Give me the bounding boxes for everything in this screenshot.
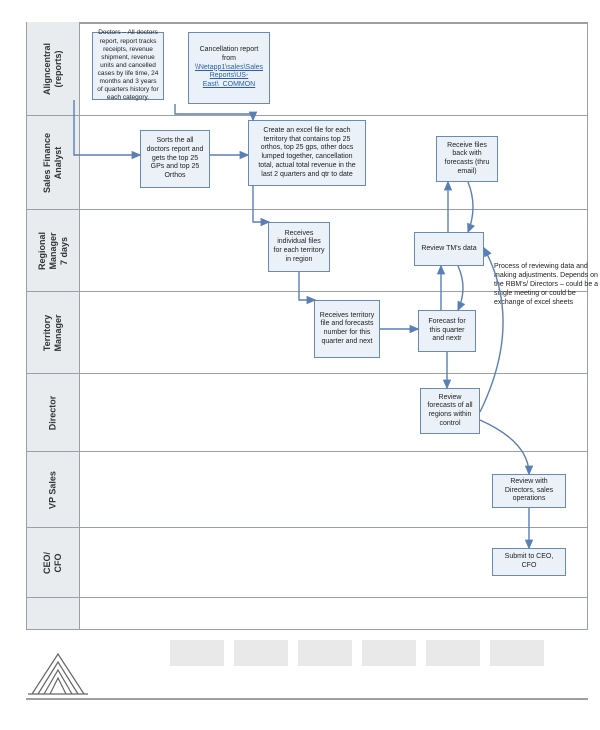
- node-doctors: Doctors – All doctors report, report tra…: [92, 32, 164, 100]
- lane-label: RegionalManager7 days: [37, 231, 69, 269]
- lane-rm: RegionalManager7 days Receives individua…: [26, 210, 588, 292]
- lane-aligncentral: Aligncentral(reports) Doctors – All doct…: [26, 22, 588, 116]
- cancel-report-link[interactable]: \\Netapp1\sales\Sales Reports\US-East\_C…: [195, 64, 263, 89]
- lane-vp: VP Sales Review with Directors, sales op…: [26, 452, 588, 528]
- lane-director: Director Review forecasts of all regions…: [26, 374, 588, 452]
- node-forecast: Forecast for this quarter and nextr: [418, 310, 476, 352]
- lane-sfa: Sales FinanceAnalyst Sorts the all docto…: [26, 116, 588, 210]
- footer-divider: [26, 698, 588, 700]
- lane-label: Sales FinanceAnalyst: [42, 132, 64, 192]
- lane-tm: TerritoryManager Receives territory file…: [26, 292, 588, 374]
- lane-label-cell: Aligncentral(reports): [26, 22, 80, 115]
- node-sort: Sorts the all doctors report and gets th…: [140, 130, 210, 188]
- node-cancel-report: Cancellation report from \\Netapp1\sales…: [188, 32, 270, 104]
- lane-empty: [26, 598, 588, 630]
- footer-logo-icon: [28, 648, 88, 696]
- node-review-directors: Review with Directors, sales operations: [492, 474, 566, 508]
- node-review-tm: Review TM's data: [414, 232, 484, 266]
- lane-label: TerritoryManager: [42, 314, 64, 351]
- node-review-regions: Review forecasts of all regions within c…: [420, 388, 480, 434]
- node-receive-files: Receive files back with forecasts (thru …: [436, 136, 498, 182]
- footer-placeholder-blocks: [170, 640, 544, 666]
- node-receives-territory: Receives territory file and forecasts nu…: [314, 300, 380, 358]
- lane-label: Aligncentral(reports): [42, 42, 64, 94]
- lane-label: CEO/CFO: [42, 551, 64, 573]
- lane-ceo: CEO/CFO Submit to CEO, CFO: [26, 528, 588, 598]
- node-submit-ceo: Submit to CEO, CFO: [492, 548, 566, 576]
- node-create-excel: Create an excel file for each territory …: [248, 120, 366, 186]
- lane-label: Director: [48, 395, 59, 430]
- node-receives-individual: Receives individual files for each terri…: [268, 222, 330, 272]
- lane-label: VP Sales: [48, 471, 59, 509]
